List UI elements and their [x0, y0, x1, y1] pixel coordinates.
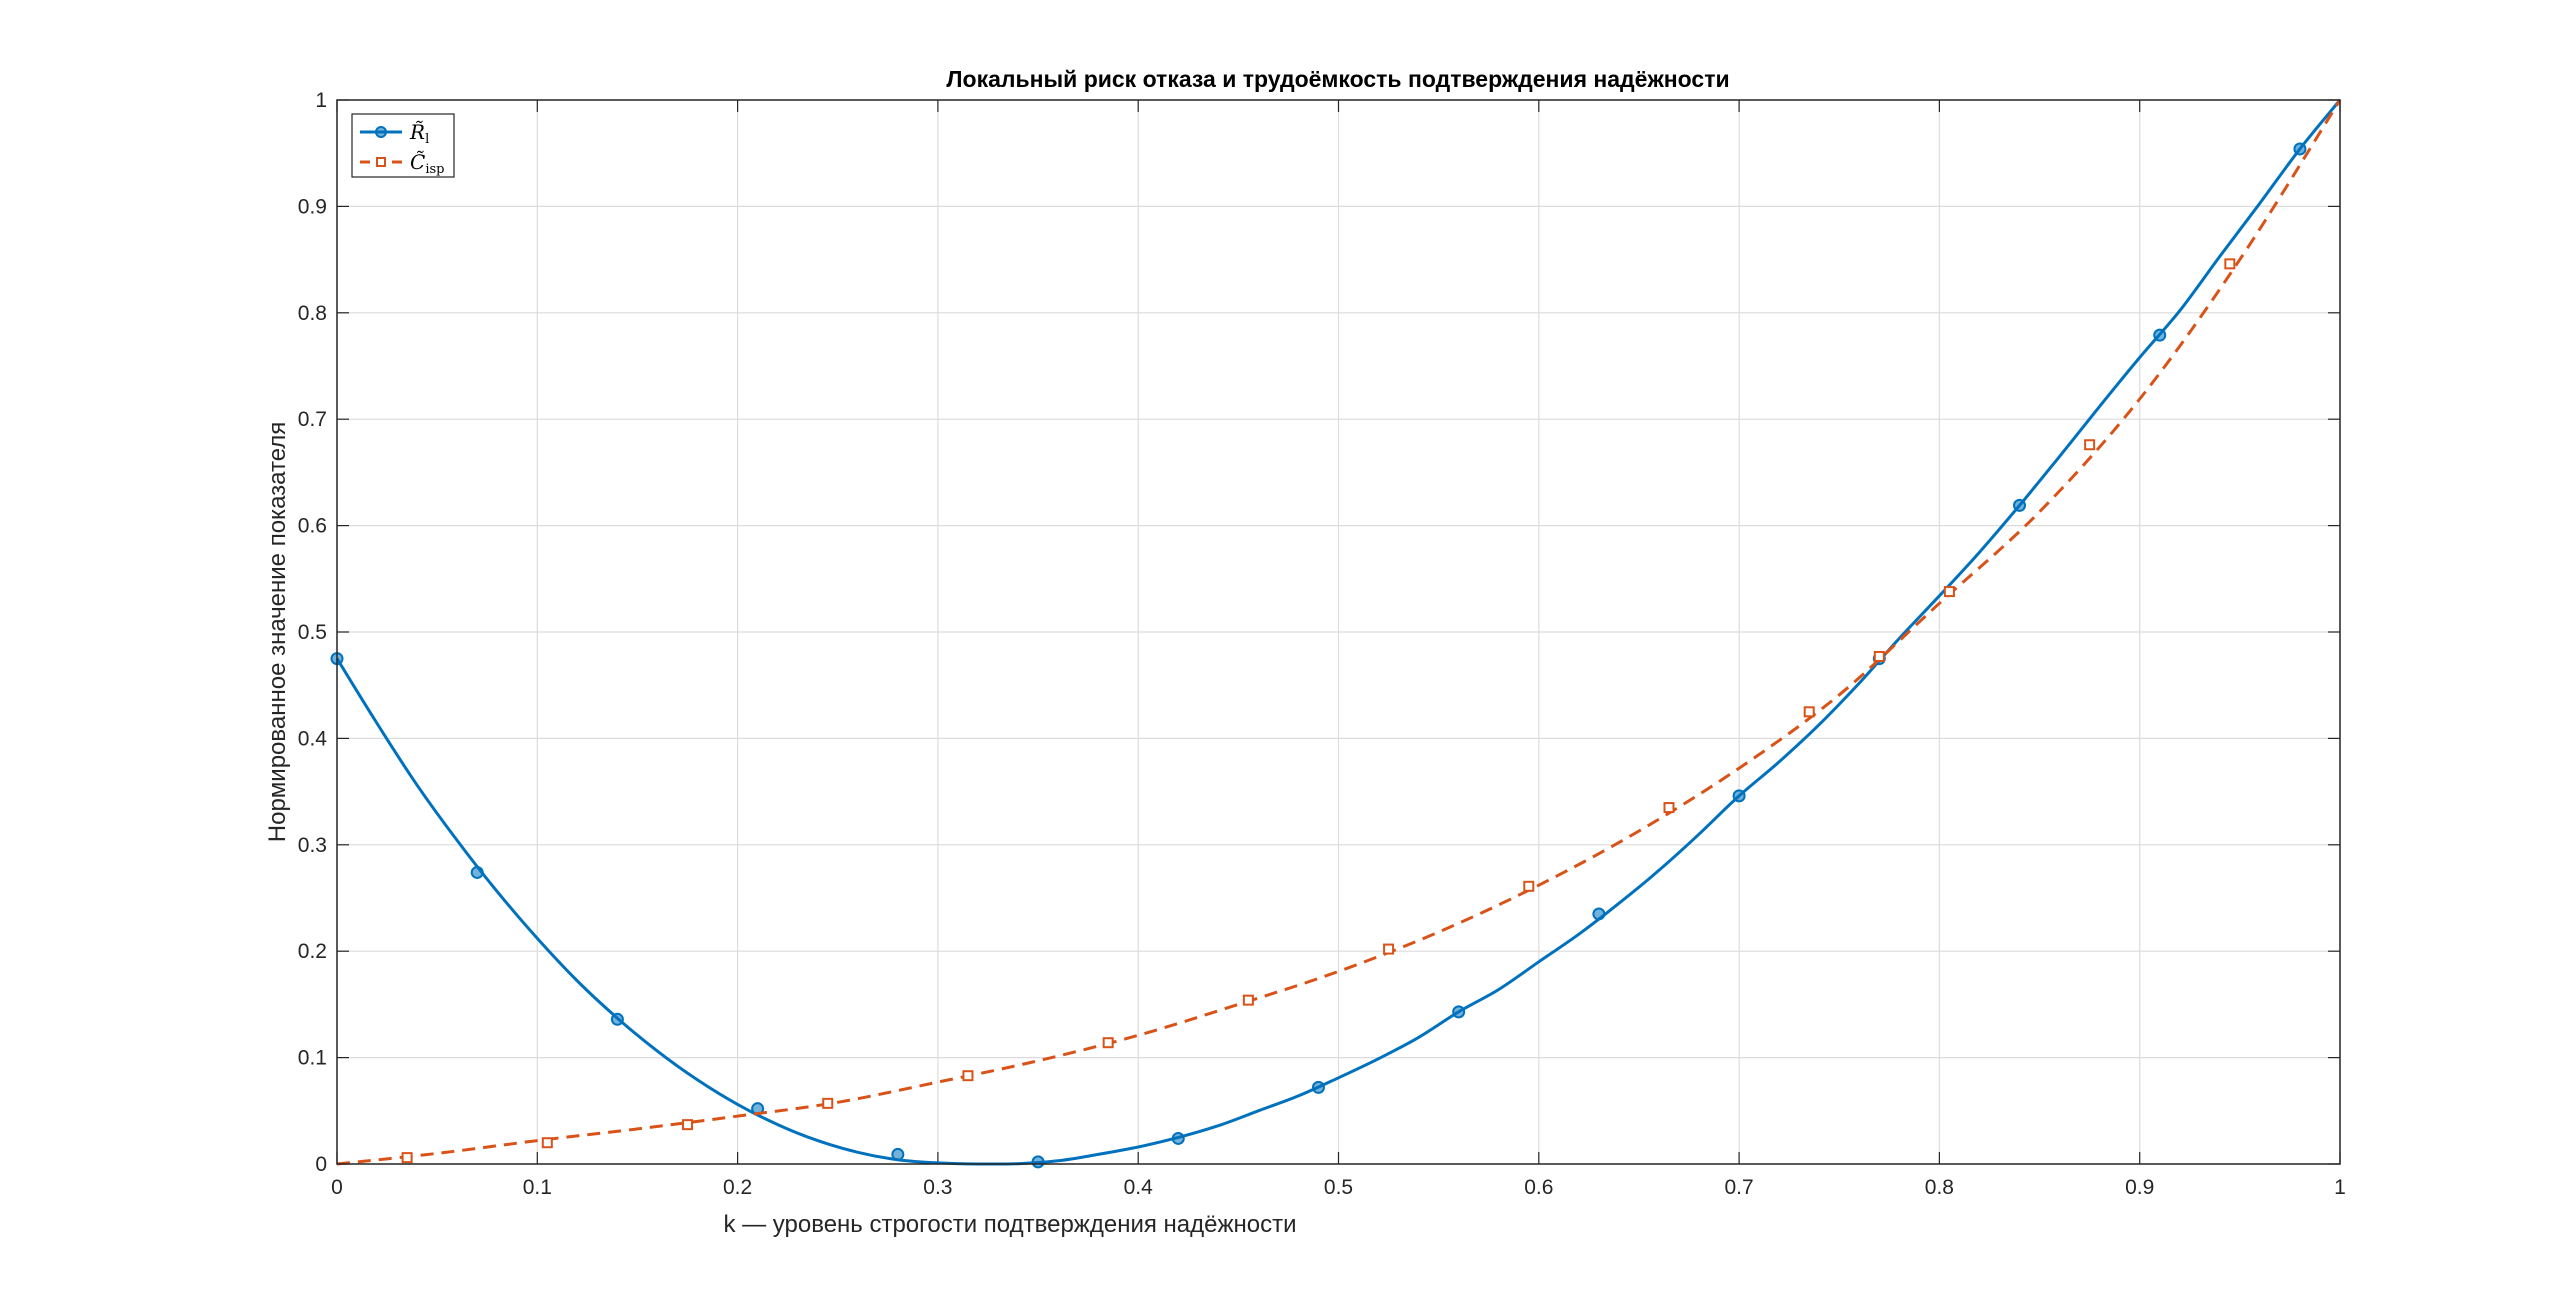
x-axis-label: k — уровень строгости подтверждения надё…: [723, 1211, 1296, 1238]
y-tick-label: 0.2: [298, 940, 327, 963]
data-point: [1102, 1037, 1114, 1049]
y-tick-label: 0.5: [298, 621, 327, 644]
series-0: [330, 99, 2342, 1169]
x-tick-label: 0.2: [723, 1176, 752, 1199]
y-tick-label: 1: [315, 89, 327, 112]
data-point: [1031, 1155, 1045, 1169]
data-point: [822, 1097, 834, 1109]
y-axis-label: Нормированное значение показателя: [264, 422, 291, 842]
data-point: [1311, 1080, 1325, 1094]
data-point: [2153, 328, 2167, 342]
legend-marker-c: [376, 157, 386, 167]
data-point: [1523, 880, 1535, 892]
data-point: [891, 1147, 905, 1161]
x-tick-label: 0.9: [2125, 1176, 2154, 1199]
y-tick-label: 0.7: [298, 408, 327, 431]
data-point: [541, 1137, 553, 1149]
plot-frame: [336, 99, 2341, 1165]
data-point: [1171, 1131, 1185, 1145]
legend-label-r: R̃l: [409, 120, 429, 147]
y-tick-label: 0.3: [298, 834, 327, 857]
x-tick-label: 0: [331, 1176, 343, 1199]
x-tick-label: 0.8: [1925, 1176, 1954, 1199]
data-point: [2224, 258, 2236, 270]
series-layer: [330, 99, 2342, 1169]
data-point: [1242, 994, 1254, 1006]
data-point: [1663, 802, 1675, 814]
data-point: [470, 865, 484, 879]
data-point: [682, 1119, 694, 1131]
data-point: [1803, 706, 1815, 718]
axes: 0 0.1 0.2 0.3 0.4 0.5 0.6 0.7 0.8 0.9 1 0 0.1 0.2 0.3 0…: [298, 89, 2346, 1199]
data-point: [610, 1012, 624, 1026]
data-point: [1873, 650, 1885, 662]
data-point: [401, 1152, 413, 1164]
data-point: [2293, 142, 2307, 156]
data-point: [1732, 789, 1746, 803]
data-point: [2013, 498, 2027, 512]
y-tick-label: 0: [315, 1153, 327, 1176]
x-tick-label: 0.4: [1124, 1176, 1154, 1199]
x-tick-label: 0.1: [523, 1176, 552, 1199]
data-point: [2084, 439, 2096, 451]
data-point: [1592, 907, 1606, 921]
data-point: [1383, 943, 1395, 955]
y-tick-label: 0.4: [298, 727, 328, 750]
x-tick-label: 0.5: [1324, 1176, 1353, 1199]
legend-marker-r: [375, 126, 387, 138]
x-tick-label: 0.7: [1724, 1176, 1753, 1199]
data-point: [1452, 1005, 1466, 1019]
chart-title: Локальный риск отказа и трудоёмкость под…: [946, 66, 1729, 92]
series-1: [336, 99, 2342, 1166]
y-tick-label: 0.6: [298, 515, 327, 538]
legend-label-c: C̃isp: [410, 150, 444, 177]
x-tick-label: 0.6: [1524, 1176, 1553, 1199]
y-tick-label: 0.1: [298, 1047, 327, 1070]
x-tick-label: 0.3: [923, 1176, 952, 1199]
data-point: [962, 1070, 974, 1082]
y-tick-label: 0.9: [298, 195, 327, 218]
y-tick-label: 0.8: [298, 302, 327, 325]
series-line-1: [336, 99, 2342, 1166]
x-tick-label: 1: [2334, 1176, 2346, 1199]
legend-box: [351, 113, 455, 178]
data-point: [1943, 586, 1955, 598]
legend: R̃l C̃isp: [351, 113, 455, 178]
